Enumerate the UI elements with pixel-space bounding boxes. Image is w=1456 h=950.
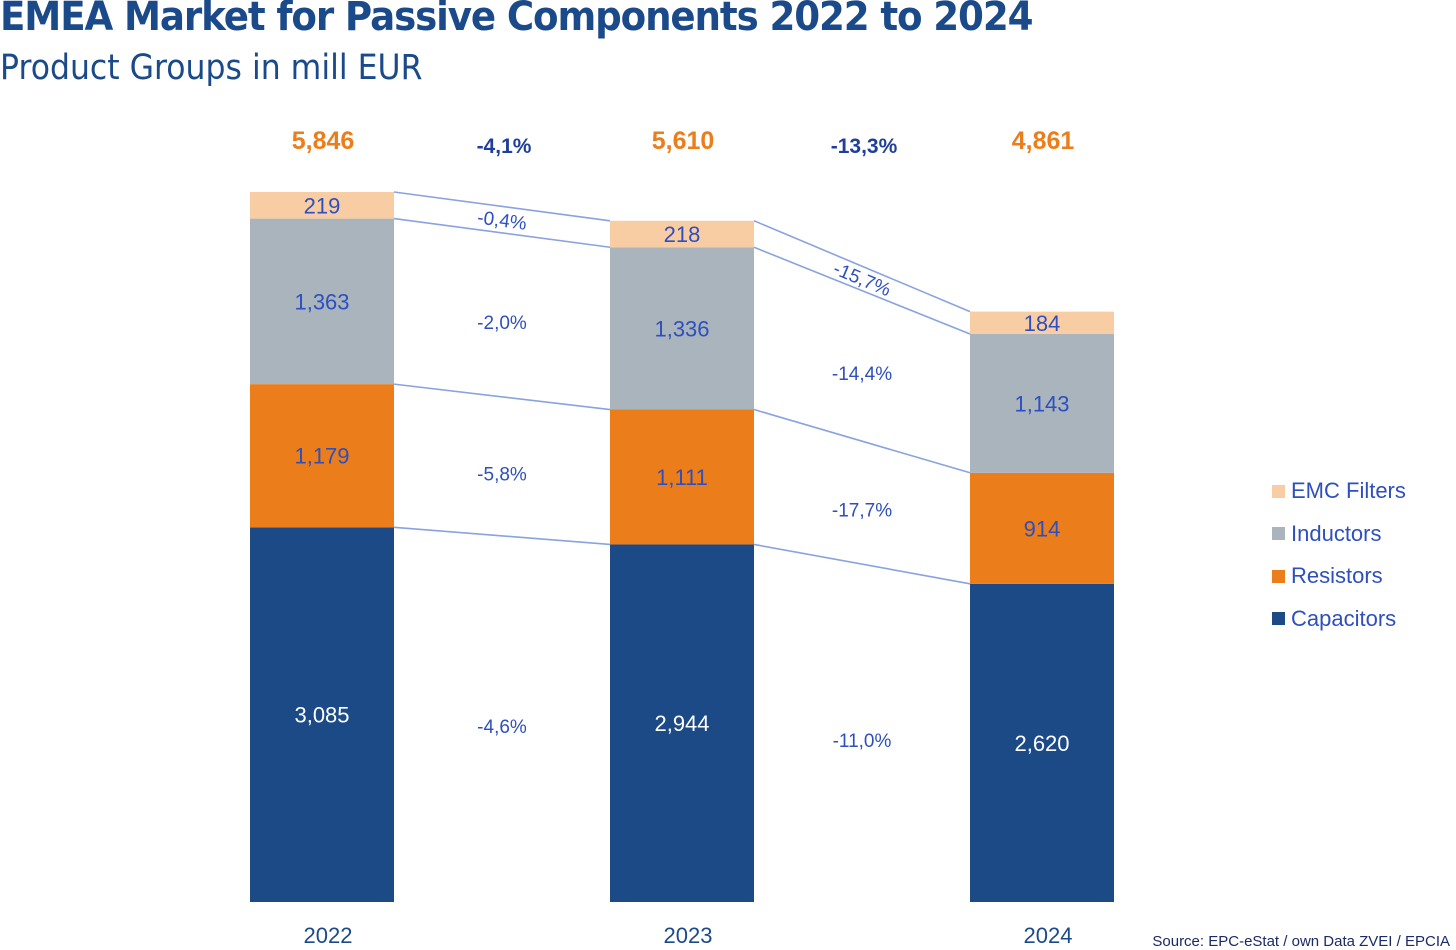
bar-segment-capacitors-2022 — [250, 527, 394, 902]
x-tick-label: 2023 — [664, 923, 713, 948]
growth-label: -11,0% — [833, 731, 892, 752]
legend-label: Inductors — [1291, 520, 1382, 546]
bar-segment-resistors-2023 — [610, 409, 754, 545]
legend-label: EMC Filters — [1291, 478, 1406, 504]
growth-label: -2,0% — [477, 313, 527, 334]
x-tick-label: 2022 — [304, 923, 353, 948]
connector-line-capacitors — [753, 543, 971, 585]
bar-segment-resistors-2022 — [250, 384, 394, 528]
growth-label: -15,7% — [830, 259, 894, 302]
total-label: 4,861 — [1012, 127, 1075, 155]
total-label: 5,610 — [652, 127, 715, 155]
bar-segment-inductors-2024 — [970, 333, 1114, 473]
legend-swatch-emc-filters — [1272, 484, 1285, 498]
total-growth-label: -13,3% — [831, 135, 898, 158]
bar-segment-emc-filters-2024 — [970, 311, 1114, 334]
data-label: 1,143 — [1014, 391, 1069, 416]
bar-segment-inductors-2023 — [610, 247, 754, 410]
legend-label: Resistors — [1291, 563, 1383, 589]
source-note: Source: EPC-eStat / own Data ZVEI / EPCI… — [1152, 933, 1450, 950]
connector-line-inductors — [753, 246, 971, 335]
legend-label: Capacitors — [1291, 605, 1397, 631]
legend-swatch-capacitors — [1272, 612, 1285, 626]
legend-item-inductors: Inductors — [1272, 513, 1406, 556]
data-label: 1,363 — [294, 289, 349, 314]
data-label: 218 — [664, 222, 701, 247]
data-label: 184 — [1024, 311, 1061, 336]
bar-segment-emc-filters-2023 — [610, 220, 754, 248]
data-label: 1,111 — [656, 465, 708, 490]
x-tick-label: 2024 — [1024, 923, 1073, 948]
bar-segment-resistors-2024 — [970, 472, 1114, 584]
data-label: 1,336 — [654, 316, 709, 341]
data-label: 1,179 — [294, 444, 349, 469]
bar-segment-capacitors-2023 — [610, 544, 754, 902]
legend-swatch-inductors — [1272, 527, 1285, 541]
data-label: 2,620 — [1014, 731, 1069, 756]
data-label: 3,085 — [294, 703, 349, 728]
legend-item-resistors: Resistors — [1272, 555, 1406, 598]
connector-line-emc-filters — [393, 191, 611, 222]
growth-label: -4,6% — [477, 717, 527, 738]
legend-item-emc-filters: EMC Filters — [1272, 470, 1406, 513]
connector-line-resistors — [753, 408, 971, 474]
legend-item-capacitors: Capacitors — [1272, 598, 1406, 641]
legend-swatch-resistors — [1272, 569, 1285, 583]
growth-label: -5,8% — [477, 464, 527, 485]
total-growth-label: -4,1% — [477, 135, 532, 158]
bar-segment-inductors-2022 — [250, 218, 394, 385]
total-label: 5,846 — [292, 127, 355, 155]
connector-line-inductors — [393, 217, 611, 249]
bar-segment-capacitors-2024 — [970, 583, 1114, 902]
growth-label: -17,7% — [832, 501, 892, 522]
data-label: 914 — [1024, 516, 1061, 541]
connector-line-capacitors — [393, 526, 611, 546]
chart-title: EMEA Market for Passive Components 2022 … — [0, 0, 1033, 40]
bar-segment-emc-filters-2022 — [250, 192, 394, 219]
data-label: 219 — [304, 193, 341, 218]
data-label: 2,944 — [654, 711, 709, 736]
growth-label: -14,4% — [832, 364, 892, 385]
legend: EMC Filters Inductors Resistors Capacito… — [1272, 470, 1406, 640]
connector-line-emc-filters — [753, 220, 971, 313]
chart-subtitle: Product Groups in mill EUR — [0, 48, 423, 88]
connector-line-resistors — [393, 383, 611, 411]
